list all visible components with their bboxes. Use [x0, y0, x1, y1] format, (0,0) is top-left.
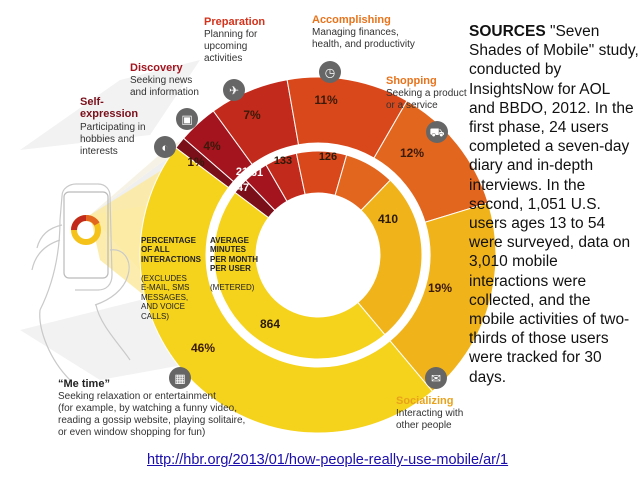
center-hole [256, 193, 380, 317]
airplane-icon: ✈ [223, 79, 245, 101]
self-expression-percent-label: 1% [187, 155, 205, 169]
shopping-percent-label: 12% [400, 146, 424, 160]
accomplishing-percent-label: 11% [314, 93, 338, 107]
svg-text:✈: ✈ [229, 84, 239, 98]
me-time-title: “Me time” [58, 378, 110, 390]
shopping-title: Shopping [386, 75, 437, 87]
sources-body: "Seven Shades of Mobile" study, conducte… [469, 23, 638, 386]
svg-text:◷: ◷ [325, 66, 335, 80]
socializing-desc: Interacting with other people [396, 408, 464, 431]
svg-text:▣: ▣ [181, 113, 192, 127]
phone-screen-donut [71, 215, 101, 245]
preparation-minutes-label: 61 [251, 167, 263, 179]
svg-text:✉: ✉ [431, 372, 441, 386]
socializing-inner-segment [357, 179, 423, 336]
percentage-legend-title: PERCENTAGE OF ALL INTERACTIONS [141, 235, 201, 264]
me-time-outer-segment [139, 147, 434, 434]
stopwatch-icon: ◷ [319, 61, 341, 83]
me-time-percent-label: 46% [191, 341, 215, 355]
shopping-desc: Seeking a product or a service [386, 88, 467, 111]
discovery-percent-label: 4% [203, 139, 221, 153]
socializing-percent-label: 19% [428, 281, 452, 295]
camera-icon: ▣ [176, 108, 198, 130]
self-expression-title: Self- expression [80, 96, 139, 120]
discovery-title: Discovery [130, 62, 183, 74]
ring-value-labels: 1% 21 4% 47 7% 61 11% 133 12% 126 19% 410 46% 864 [187, 93, 452, 355]
self-expression-desc: Participating in hobbies and interests [80, 122, 146, 157]
source-link[interactable]: http://hbr.org/2013/01/how-people-really… [147, 452, 509, 468]
socializing-title: Socializing [396, 395, 454, 407]
film-icon: ▦ [169, 367, 191, 389]
preparation-desc: Planning for upcoming activities [204, 29, 258, 64]
preparation-percent-label: 7% [243, 108, 261, 122]
me-time-desc: Seeking relaxation or entertainment (for… [58, 391, 246, 438]
palette-icon: ◐ [154, 136, 176, 158]
ring-separator [206, 143, 430, 367]
outer-ring-percent [139, 76, 497, 434]
percentage-legend-note: (EXCLUDES E-MAIL, SMS MESSAGES, AND VOIC… [141, 273, 190, 321]
svg-text:◐: ◐ [161, 141, 168, 155]
phone-hand-sketch [31, 183, 131, 381]
minutes-legend-note: (METERED) [210, 283, 255, 292]
me-time-minutes-label: 864 [260, 317, 280, 331]
accomplishing-minutes-label: 133 [274, 155, 292, 167]
svg-text:▦: ▦ [174, 372, 185, 386]
inner-ring-minutes [213, 150, 423, 360]
minutes-legend: AVERAGE MINUTES PER MONTH PER USER (METE… [210, 226, 258, 293]
self-expression-minutes-label: 21 [236, 166, 248, 178]
chat-icon: ✉ [425, 367, 447, 389]
sources-heading: SOURCES [469, 23, 546, 40]
socializing-minutes-label: 410 [378, 212, 398, 226]
cart-icon: ⛟ [426, 121, 448, 143]
accomplishing-title: Accomplishing [312, 14, 391, 26]
discovery-minutes-label: 47 [237, 182, 249, 194]
preparation-title: Preparation [204, 16, 266, 28]
accomplishing-desc: Managing finances, health, and productiv… [312, 27, 415, 50]
segment-icons: ◐ ▣ ✈ ◷ ⛟ ✉ ▦ [154, 61, 448, 389]
sources-text: SOURCES "Seven Shades of Mobile" study, … [469, 22, 638, 387]
svg-text:⛟: ⛟ [429, 126, 444, 140]
shopping-minutes-label: 126 [319, 151, 337, 163]
discovery-desc: Seeking news and information [130, 75, 199, 98]
minutes-legend-title: AVERAGE MINUTES PER MONTH PER USER [210, 235, 258, 274]
me-time-inner-segment [213, 191, 386, 360]
percentage-legend: PERCENTAGE OF ALL INTERACTIONS (EXCLUDES… [141, 226, 201, 321]
